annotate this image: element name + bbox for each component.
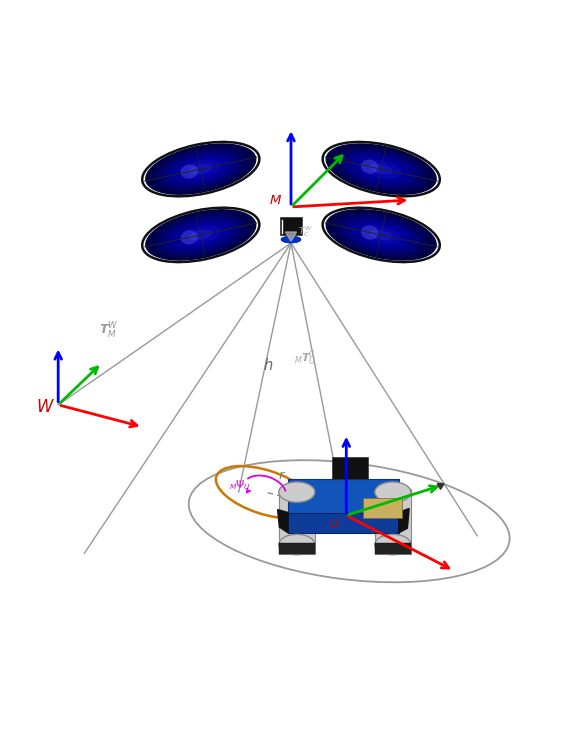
Ellipse shape (189, 230, 212, 240)
Ellipse shape (352, 221, 410, 249)
Ellipse shape (375, 482, 411, 502)
Polygon shape (278, 509, 288, 533)
Text: $W$: $W$ (36, 398, 55, 416)
Ellipse shape (145, 143, 257, 195)
Polygon shape (285, 232, 297, 241)
Text: $T_C^W$: $T_C^W$ (297, 225, 312, 239)
Text: $M$: $M$ (269, 194, 282, 207)
Ellipse shape (163, 217, 239, 252)
Text: $_M\boldsymbol{T}_U^C$: $_M\boldsymbol{T}_U^C$ (294, 348, 316, 368)
Text: $U$: $U$ (329, 518, 340, 531)
Ellipse shape (172, 156, 230, 183)
Ellipse shape (361, 159, 402, 178)
Ellipse shape (279, 482, 315, 502)
Ellipse shape (172, 221, 230, 249)
Bar (279, 490, 315, 554)
Ellipse shape (361, 225, 402, 244)
Bar (280, 217, 302, 235)
Ellipse shape (334, 213, 428, 257)
Ellipse shape (334, 148, 428, 191)
Ellipse shape (180, 225, 221, 244)
Ellipse shape (370, 164, 393, 175)
Ellipse shape (180, 159, 221, 178)
Ellipse shape (375, 534, 411, 555)
Ellipse shape (145, 209, 257, 261)
Text: $_M\Psi_U$: $_M\Psi_U$ (229, 478, 251, 492)
Ellipse shape (343, 151, 419, 186)
Text: $\boldsymbol{T}_M^W$: $\boldsymbol{T}_M^W$ (99, 321, 119, 341)
Ellipse shape (281, 236, 301, 243)
Ellipse shape (154, 213, 248, 257)
Ellipse shape (325, 209, 437, 261)
Text: $h$: $h$ (263, 357, 274, 373)
Ellipse shape (163, 151, 239, 186)
Polygon shape (332, 457, 368, 479)
Bar (375, 490, 411, 554)
Ellipse shape (361, 159, 378, 174)
Polygon shape (288, 479, 399, 512)
Polygon shape (399, 509, 409, 533)
Ellipse shape (180, 164, 198, 179)
Ellipse shape (189, 164, 212, 175)
Polygon shape (288, 512, 399, 533)
Ellipse shape (352, 156, 410, 183)
Bar (375, 542, 411, 554)
Ellipse shape (180, 230, 198, 244)
Ellipse shape (370, 230, 393, 240)
Ellipse shape (154, 148, 248, 191)
Ellipse shape (325, 143, 437, 195)
Ellipse shape (343, 217, 419, 252)
Text: $r$: $r$ (278, 469, 286, 482)
Polygon shape (363, 498, 402, 518)
Ellipse shape (361, 225, 378, 239)
Bar (279, 542, 315, 554)
Ellipse shape (279, 534, 315, 555)
Polygon shape (437, 484, 444, 490)
